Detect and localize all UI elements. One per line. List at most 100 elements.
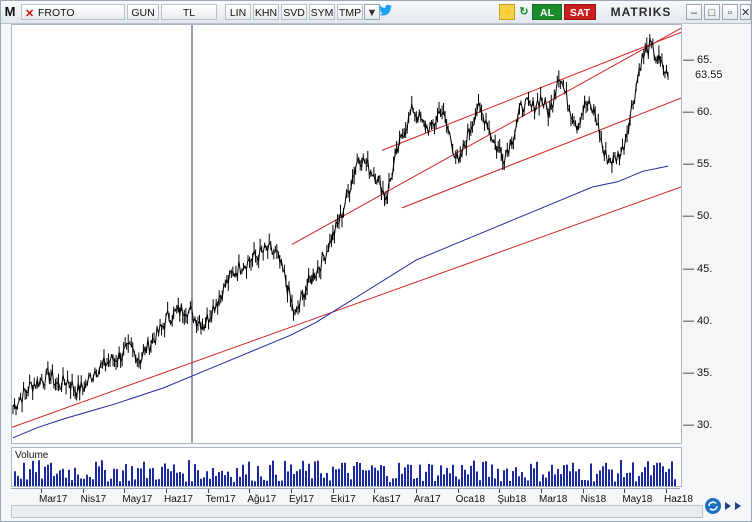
twitter-icon[interactable] xyxy=(378,4,394,20)
volume-bar xyxy=(26,479,28,486)
volume-bar xyxy=(644,467,646,486)
sync-icon xyxy=(705,498,721,514)
volume-bar xyxy=(56,473,58,486)
refresh-icon[interactable]: ↻ xyxy=(519,6,529,18)
volume-bar xyxy=(233,481,235,486)
dropdown-arrow-icon[interactable]: ▼ xyxy=(364,4,380,20)
volume-bar xyxy=(602,466,604,486)
volume-bar xyxy=(368,470,370,486)
volume-bar xyxy=(377,470,379,486)
x-tick xyxy=(249,489,251,493)
volume-bar xyxy=(509,480,511,486)
volume-bar xyxy=(389,481,391,486)
volume-bar xyxy=(239,476,241,486)
x-tick xyxy=(82,489,84,493)
volume-bar xyxy=(521,471,523,486)
volume-bar xyxy=(155,479,157,486)
volume-bar xyxy=(17,475,19,486)
volume-bar xyxy=(227,471,229,486)
volume-bar xyxy=(608,469,610,486)
volume-bar xyxy=(650,475,652,486)
volume-bar xyxy=(113,468,115,486)
currency-button[interactable]: TL xyxy=(161,4,217,20)
volume-bar xyxy=(80,478,82,486)
minimize-icon[interactable]: – xyxy=(686,4,702,20)
volume-bar xyxy=(131,466,133,486)
restore-icon[interactable]: ▫ xyxy=(722,4,738,20)
x-tick-label: May18 xyxy=(622,494,653,505)
volume-bar xyxy=(140,468,142,486)
volume-bar xyxy=(575,471,577,486)
volume-bar xyxy=(629,472,631,486)
chart-settings-icons[interactable] xyxy=(703,495,747,517)
volume-bar xyxy=(71,480,73,486)
volume-bar xyxy=(482,461,484,486)
volume-bar xyxy=(164,463,166,486)
volume-bar xyxy=(383,465,385,486)
volume-bar xyxy=(320,473,322,486)
khn-button[interactable]: KHN xyxy=(253,4,279,20)
buy-button[interactable]: AL xyxy=(532,4,562,20)
horizontal-scrollbar[interactable] xyxy=(11,505,703,518)
period-button[interactable]: GUN xyxy=(127,4,159,20)
x-tick xyxy=(541,489,542,493)
volume-bar xyxy=(515,467,517,486)
volume-bar xyxy=(95,461,97,486)
volume-bar xyxy=(335,469,337,486)
sym-button[interactable]: SYM xyxy=(309,4,335,20)
x-tick xyxy=(41,489,42,493)
volume-bar xyxy=(209,478,211,486)
volume-bar xyxy=(518,476,520,486)
volume-bar xyxy=(200,478,202,486)
x-tick-label: Haz17 xyxy=(164,494,193,505)
volume-bar xyxy=(230,476,232,486)
volume-bar xyxy=(143,461,145,486)
volume-label: Volume xyxy=(15,450,49,461)
y-tick-label: — 55. xyxy=(683,158,713,171)
volume-bar xyxy=(473,460,475,486)
volume-bar xyxy=(353,466,355,486)
volume-bar xyxy=(281,480,283,486)
remove-symbol-icon[interactable]: ✕ xyxy=(25,8,35,20)
volume-bar xyxy=(659,462,661,486)
price-pane[interactable] xyxy=(11,24,682,444)
lin-button[interactable]: LIN xyxy=(225,4,251,20)
x-tick xyxy=(499,489,501,493)
sell-button[interactable]: SAT xyxy=(564,4,596,20)
svd-button[interactable]: SVD xyxy=(281,4,307,20)
x-tick xyxy=(166,489,167,493)
volume-bar xyxy=(116,469,118,486)
volume-chart xyxy=(14,460,676,486)
volume-bar xyxy=(584,480,586,486)
x-tick xyxy=(582,489,584,493)
volume-bar xyxy=(149,468,151,486)
volume-bar xyxy=(647,461,649,486)
maximize-icon[interactable]: □ xyxy=(704,4,720,20)
volume-bar xyxy=(530,463,532,486)
x-tick-label: Mar17 xyxy=(39,494,68,505)
volume-bar xyxy=(50,462,52,486)
volume-bar xyxy=(437,475,439,486)
volume-bar xyxy=(110,478,112,486)
volume-bar xyxy=(422,480,424,486)
volume-bar xyxy=(458,479,460,486)
app-logo-letter[interactable]: M xyxy=(4,4,16,19)
x-tick xyxy=(374,489,376,493)
volume-bar xyxy=(287,471,289,486)
volume-bar xyxy=(14,471,16,486)
volume-bar xyxy=(569,471,571,486)
volume-bar xyxy=(65,477,67,486)
x-tick xyxy=(666,489,667,493)
volume-bar xyxy=(656,462,658,486)
x-tick-label: Mar18 xyxy=(539,494,568,505)
volume-bar xyxy=(425,471,427,486)
volume-bar xyxy=(152,467,154,486)
symbol-selector[interactable]: ✕ FROTO xyxy=(21,4,125,20)
volume-bar xyxy=(671,461,673,486)
volume-bar xyxy=(302,460,304,486)
tmp-button[interactable]: TMP xyxy=(337,4,363,20)
volume-bar xyxy=(626,473,628,486)
lightning-icon[interactable]: ⚡ xyxy=(499,4,515,20)
close-icon[interactable]: ✕ xyxy=(740,4,751,20)
play-icon xyxy=(725,502,731,510)
